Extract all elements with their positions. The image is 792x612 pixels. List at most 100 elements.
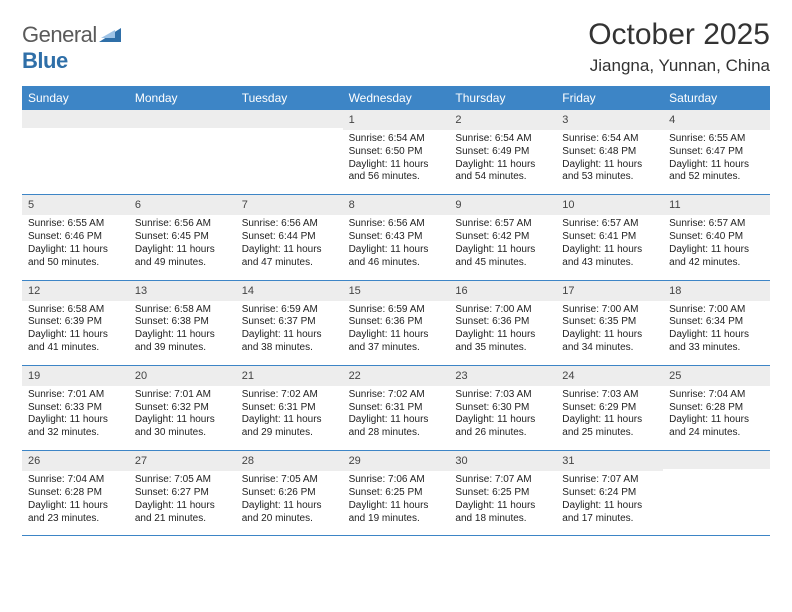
day-body: Sunrise: 6:55 AMSunset: 6:47 PMDaylight:… bbox=[663, 130, 770, 194]
weekday-header: Wednesday bbox=[343, 86, 450, 110]
day-line: and 46 minutes. bbox=[349, 257, 444, 270]
calendar-day: 23Sunrise: 7:03 AMSunset: 6:30 PMDayligh… bbox=[449, 366, 556, 450]
calendar-week: 19Sunrise: 7:01 AMSunset: 6:33 PMDayligh… bbox=[22, 366, 770, 451]
calendar-week: 1Sunrise: 6:54 AMSunset: 6:50 PMDaylight… bbox=[22, 110, 770, 195]
day-line: Sunset: 6:25 PM bbox=[455, 487, 550, 500]
day-number: 29 bbox=[343, 451, 450, 471]
day-line: and 30 minutes. bbox=[135, 427, 230, 440]
day-number: 21 bbox=[236, 366, 343, 386]
day-line: Sunset: 6:31 PM bbox=[349, 402, 444, 415]
day-number: 1 bbox=[343, 110, 450, 130]
day-line: Daylight: 11 hours bbox=[349, 244, 444, 257]
calendar-day: 20Sunrise: 7:01 AMSunset: 6:32 PMDayligh… bbox=[129, 366, 236, 450]
weekday-header: Monday bbox=[129, 86, 236, 110]
day-line: Sunrise: 7:03 AM bbox=[455, 389, 550, 402]
day-number: 25 bbox=[663, 366, 770, 386]
day-line: Sunset: 6:36 PM bbox=[349, 316, 444, 329]
day-line: and 42 minutes. bbox=[669, 257, 764, 270]
day-body: Sunrise: 6:59 AMSunset: 6:37 PMDaylight:… bbox=[236, 301, 343, 365]
day-line: Sunrise: 7:03 AM bbox=[562, 389, 657, 402]
day-line: Sunrise: 7:02 AM bbox=[242, 389, 337, 402]
day-line: and 35 minutes. bbox=[455, 342, 550, 355]
day-line: and 49 minutes. bbox=[135, 257, 230, 270]
day-line: Daylight: 11 hours bbox=[455, 159, 550, 172]
day-line: Sunrise: 7:05 AM bbox=[135, 474, 230, 487]
day-number: 14 bbox=[236, 281, 343, 301]
day-line: Sunset: 6:32 PM bbox=[135, 402, 230, 415]
day-line: and 29 minutes. bbox=[242, 427, 337, 440]
day-line: and 43 minutes. bbox=[562, 257, 657, 270]
day-number: 24 bbox=[556, 366, 663, 386]
day-line: Daylight: 11 hours bbox=[669, 414, 764, 427]
calendar-day bbox=[129, 110, 236, 194]
day-number: 28 bbox=[236, 451, 343, 471]
calendar-day: 25Sunrise: 7:04 AMSunset: 6:28 PMDayligh… bbox=[663, 366, 770, 450]
day-line: Sunrise: 6:57 AM bbox=[562, 218, 657, 231]
weekday-header: Tuesday bbox=[236, 86, 343, 110]
day-line: Sunset: 6:27 PM bbox=[135, 487, 230, 500]
day-line: Sunset: 6:30 PM bbox=[455, 402, 550, 415]
brand-part1: General bbox=[22, 22, 97, 47]
day-number: 3 bbox=[556, 110, 663, 130]
calendar-day: 14Sunrise: 6:59 AMSunset: 6:37 PMDayligh… bbox=[236, 281, 343, 365]
day-number bbox=[22, 110, 129, 128]
day-body: Sunrise: 7:07 AMSunset: 6:24 PMDaylight:… bbox=[556, 471, 663, 535]
weekday-header: Friday bbox=[556, 86, 663, 110]
day-line: Daylight: 11 hours bbox=[349, 329, 444, 342]
day-line: and 19 minutes. bbox=[349, 513, 444, 526]
day-line: Sunrise: 6:58 AM bbox=[135, 304, 230, 317]
day-line: Sunset: 6:41 PM bbox=[562, 231, 657, 244]
day-line: and 20 minutes. bbox=[242, 513, 337, 526]
calendar-day: 11Sunrise: 6:57 AMSunset: 6:40 PMDayligh… bbox=[663, 195, 770, 279]
sail-icon bbox=[99, 24, 121, 42]
day-body: Sunrise: 7:05 AMSunset: 6:26 PMDaylight:… bbox=[236, 471, 343, 535]
day-line: and 33 minutes. bbox=[669, 342, 764, 355]
day-number: 7 bbox=[236, 195, 343, 215]
day-body: Sunrise: 7:00 AMSunset: 6:34 PMDaylight:… bbox=[663, 301, 770, 365]
calendar-day: 28Sunrise: 7:05 AMSunset: 6:26 PMDayligh… bbox=[236, 451, 343, 535]
day-line: Daylight: 11 hours bbox=[669, 159, 764, 172]
calendar-day: 15Sunrise: 6:59 AMSunset: 6:36 PMDayligh… bbox=[343, 281, 450, 365]
day-number: 17 bbox=[556, 281, 663, 301]
day-line: Daylight: 11 hours bbox=[28, 500, 123, 513]
day-line: Sunrise: 7:01 AM bbox=[28, 389, 123, 402]
day-line: Sunrise: 6:59 AM bbox=[349, 304, 444, 317]
day-line: Daylight: 11 hours bbox=[349, 414, 444, 427]
day-body bbox=[663, 469, 770, 527]
calendar-day: 1Sunrise: 6:54 AMSunset: 6:50 PMDaylight… bbox=[343, 110, 450, 194]
weekday-header: Sunday bbox=[22, 86, 129, 110]
calendar-day: 18Sunrise: 7:00 AMSunset: 6:34 PMDayligh… bbox=[663, 281, 770, 365]
day-number: 12 bbox=[22, 281, 129, 301]
day-line: Sunset: 6:34 PM bbox=[669, 316, 764, 329]
day-line: Sunrise: 7:06 AM bbox=[349, 474, 444, 487]
brand-text: General Blue bbox=[22, 22, 121, 74]
day-line: and 37 minutes. bbox=[349, 342, 444, 355]
day-body: Sunrise: 7:06 AMSunset: 6:25 PMDaylight:… bbox=[343, 471, 450, 535]
calendar-day: 7Sunrise: 6:56 AMSunset: 6:44 PMDaylight… bbox=[236, 195, 343, 279]
calendar-day: 19Sunrise: 7:01 AMSunset: 6:33 PMDayligh… bbox=[22, 366, 129, 450]
day-body: Sunrise: 7:07 AMSunset: 6:25 PMDaylight:… bbox=[449, 471, 556, 535]
day-line: and 52 minutes. bbox=[669, 171, 764, 184]
day-line: and 56 minutes. bbox=[349, 171, 444, 184]
day-line: Sunset: 6:33 PM bbox=[28, 402, 123, 415]
day-line: Daylight: 11 hours bbox=[349, 500, 444, 513]
calendar-day: 26Sunrise: 7:04 AMSunset: 6:28 PMDayligh… bbox=[22, 451, 129, 535]
day-line: and 38 minutes. bbox=[242, 342, 337, 355]
day-body: Sunrise: 6:56 AMSunset: 6:45 PMDaylight:… bbox=[129, 215, 236, 279]
calendar-day: 29Sunrise: 7:06 AMSunset: 6:25 PMDayligh… bbox=[343, 451, 450, 535]
day-number bbox=[129, 110, 236, 128]
day-line: Sunrise: 6:56 AM bbox=[242, 218, 337, 231]
calendar-day: 21Sunrise: 7:02 AMSunset: 6:31 PMDayligh… bbox=[236, 366, 343, 450]
day-line: Sunrise: 6:54 AM bbox=[349, 133, 444, 146]
calendar-week: 5Sunrise: 6:55 AMSunset: 6:46 PMDaylight… bbox=[22, 195, 770, 280]
day-line: Daylight: 11 hours bbox=[242, 500, 337, 513]
day-line: and 21 minutes. bbox=[135, 513, 230, 526]
day-line: Daylight: 11 hours bbox=[455, 500, 550, 513]
day-line: Daylight: 11 hours bbox=[28, 329, 123, 342]
calendar-day: 22Sunrise: 7:02 AMSunset: 6:31 PMDayligh… bbox=[343, 366, 450, 450]
header-bar: General Blue October 2025 Jiangna, Yunna… bbox=[22, 18, 770, 76]
day-body: Sunrise: 7:00 AMSunset: 6:36 PMDaylight:… bbox=[449, 301, 556, 365]
day-body: Sunrise: 7:03 AMSunset: 6:29 PMDaylight:… bbox=[556, 386, 663, 450]
day-line: Daylight: 11 hours bbox=[562, 244, 657, 257]
day-line: Daylight: 11 hours bbox=[242, 329, 337, 342]
